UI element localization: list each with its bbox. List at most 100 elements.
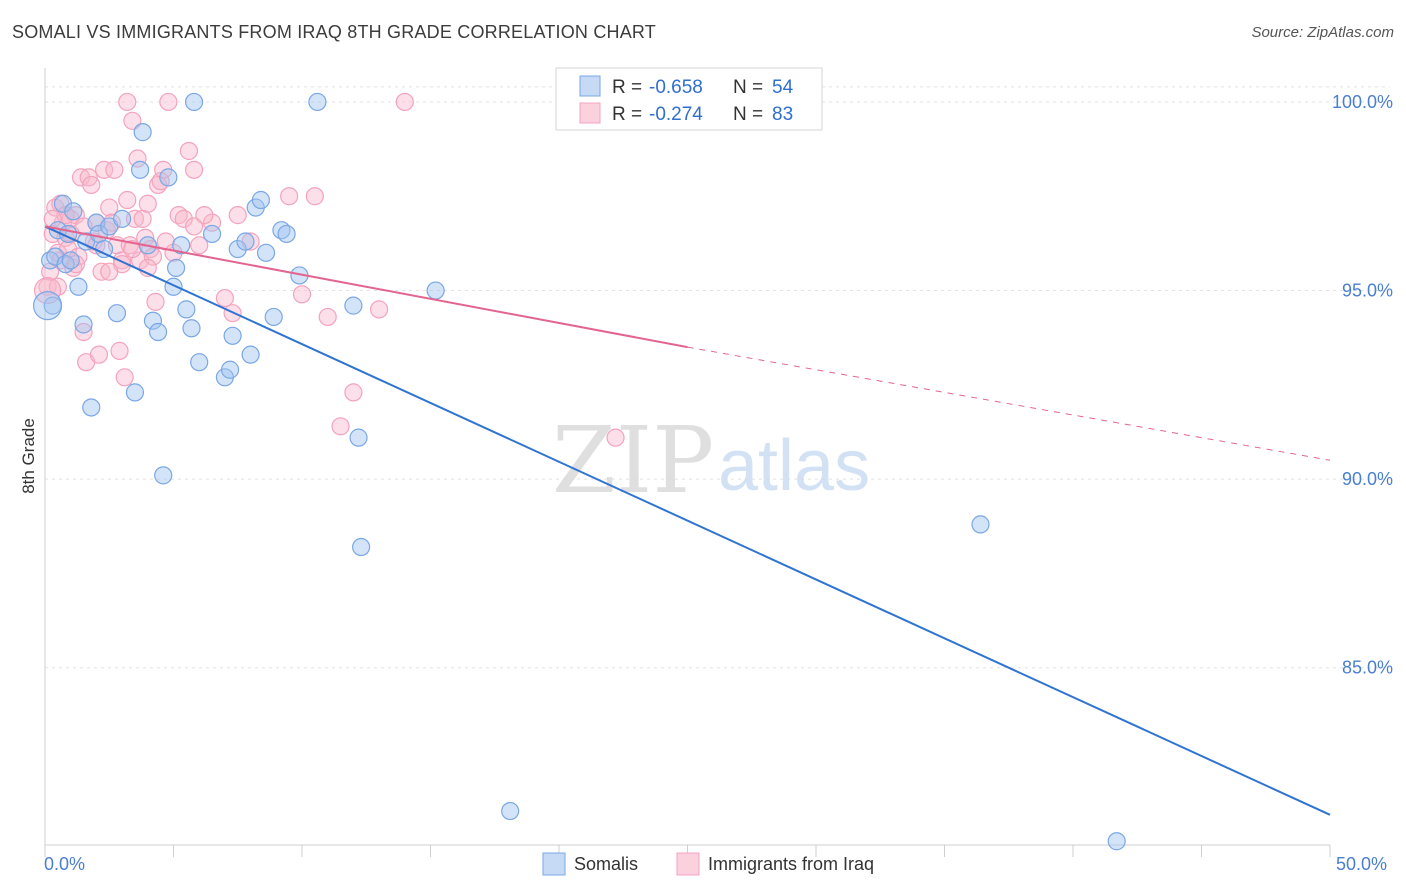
iraq-point (215, 288, 234, 308)
somali-point (172, 236, 191, 255)
iraq-point (89, 345, 109, 364)
somali-point (202, 224, 222, 244)
trend-lines (44, 225, 1331, 816)
somali-point (143, 311, 163, 330)
iraq-point (125, 209, 145, 228)
iraq-point (344, 383, 363, 402)
somali-point (971, 515, 990, 534)
somali-point (64, 202, 83, 221)
somali-point (159, 168, 178, 187)
somali-point (220, 360, 240, 379)
iraq-point (100, 262, 119, 281)
somali-point (130, 160, 150, 179)
somali-point (166, 258, 186, 278)
somali-point (251, 190, 270, 210)
iraq-point (174, 209, 193, 228)
somali-point (95, 239, 114, 259)
iraq-point (105, 160, 124, 179)
somali-trend-line (44, 225, 1331, 816)
somali-point (69, 277, 88, 296)
y-tick-label: 100.0% (1332, 92, 1393, 112)
somali-point (177, 300, 196, 319)
iraq-point (118, 92, 137, 112)
iraq-point (331, 417, 350, 436)
somali-point (349, 428, 368, 447)
iraq-point (123, 239, 142, 259)
iraq-point (133, 209, 152, 228)
y-tick-labels: 85.0% 90.0% 95.0% 100.0% (1332, 92, 1393, 678)
somali-point (107, 304, 127, 323)
iraq-point (184, 160, 204, 179)
iraq-point (110, 341, 129, 360)
somali-point (1107, 832, 1126, 851)
iraq-point (606, 428, 625, 447)
somali-point (112, 209, 132, 228)
bottom-legend-somalis[interactable]: Somalis (574, 854, 638, 874)
bottom-legend-swatch-somalis[interactable] (542, 852, 566, 876)
iraq-point (228, 206, 247, 225)
somali-point (308, 92, 327, 112)
legend-swatch-iraq (579, 102, 601, 124)
somali-point (125, 383, 145, 402)
iraq-point (146, 292, 165, 311)
chart-title: SOMALI VS IMMIGRANTS FROM IRAQ 8TH GRADE… (12, 22, 656, 42)
somali-point (264, 307, 283, 327)
iraq-point (115, 368, 134, 387)
legend-r-label-1: R = (612, 77, 642, 98)
iraq-point (179, 141, 199, 161)
somali-point-large (32, 291, 63, 321)
somali-point (352, 537, 371, 557)
somali-point (53, 194, 73, 213)
iraq-point (82, 175, 101, 195)
watermark-atlas: atlas (718, 426, 870, 506)
somali-point (223, 326, 242, 345)
somali-point (46, 247, 65, 266)
iraq-point (74, 322, 93, 342)
somali-point (426, 281, 445, 300)
iraq-points (33, 92, 625, 447)
iraq-point (71, 168, 91, 187)
x-tick-label-min: 0.0% (44, 854, 85, 874)
chart-source: Source: ZipAtlas.com (1251, 24, 1394, 41)
bottom-legend-iraq[interactable]: Immigrants from Iraq (708, 854, 874, 874)
iraq-point (95, 160, 114, 179)
iraq-point (318, 307, 337, 327)
legend-swatch-somalis (579, 75, 601, 97)
x-ticks (44, 845, 1331, 857)
iraq-point (370, 300, 389, 319)
somali-point (82, 398, 101, 417)
y-tick-label: 95.0% (1342, 281, 1393, 301)
somali-point (74, 315, 93, 334)
iraq-point (190, 236, 209, 255)
iraq-trend-line (44, 225, 688, 349)
x-tick-label-max: 50.0% (1336, 854, 1387, 874)
somali-point (344, 296, 363, 315)
legend-n-value-1: 54 (772, 77, 794, 98)
iraq-point (159, 92, 178, 112)
watermark-zip: ZIP (552, 407, 714, 514)
legend-r-label-2: R = (612, 104, 642, 125)
y-tick-label: 85.0% (1342, 658, 1393, 678)
somali-point (182, 319, 201, 338)
legend-n-label-1: N = (733, 77, 763, 98)
iraq-point (92, 262, 111, 281)
legend-n-value-2: 83 (772, 104, 793, 125)
somali-point (164, 277, 183, 296)
somali-point (256, 243, 276, 262)
somali-points (32, 92, 1126, 851)
somali-point (190, 353, 209, 372)
iraq-point (184, 217, 204, 236)
legend-n-label-2: N = (733, 104, 763, 125)
somali-point (277, 224, 296, 244)
somali-point (241, 345, 260, 364)
iraq-point (38, 277, 57, 296)
iraq-point (195, 206, 214, 225)
somali-point (133, 123, 152, 142)
iraq-point (292, 285, 312, 304)
iraq-point (305, 187, 324, 206)
iraq-point (128, 149, 147, 168)
iraq-point (100, 198, 119, 217)
bottom-legend-swatch-iraq[interactable] (676, 852, 700, 876)
iraq-point (118, 190, 137, 210)
